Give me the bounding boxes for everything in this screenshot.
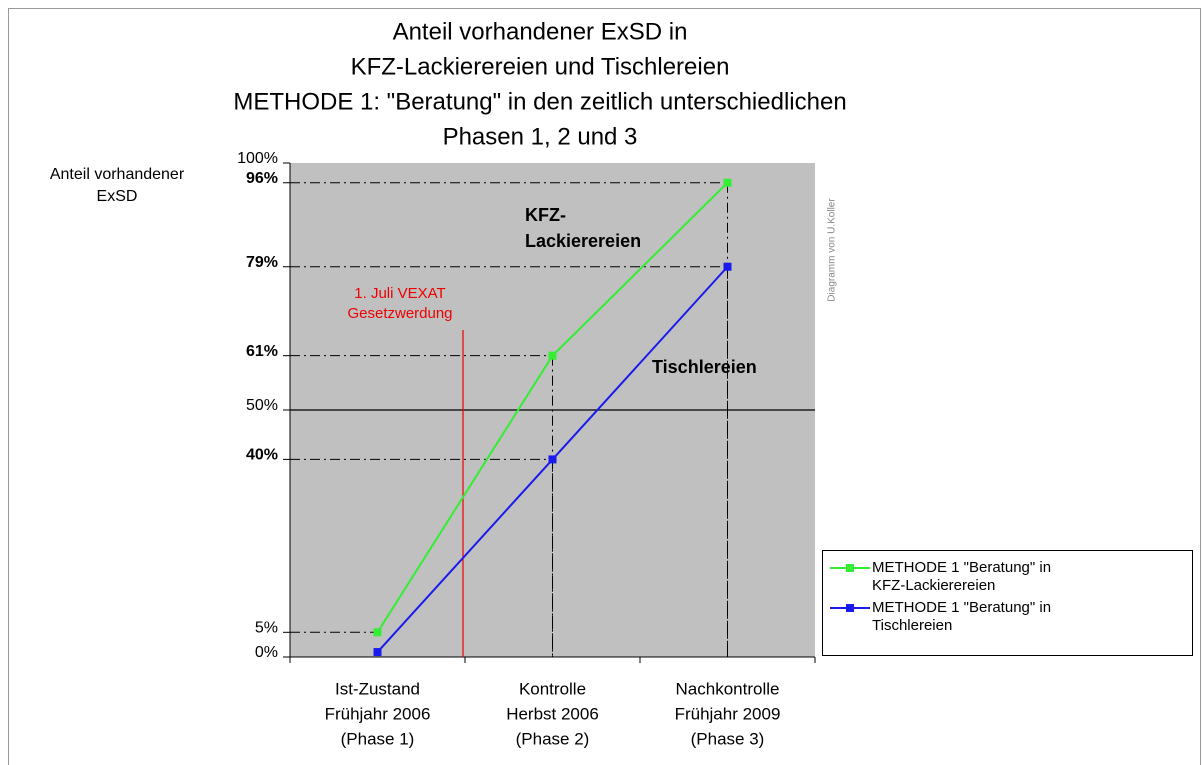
x-tick-label: Kontrolle xyxy=(519,679,586,698)
chart-title: KFZ-Lackierereien und Tischlereien xyxy=(351,53,730,80)
y-tick-label: 0% xyxy=(255,644,278,661)
legend-marker xyxy=(846,564,854,572)
marker xyxy=(373,628,382,637)
y-tick-label: 100% xyxy=(237,150,278,167)
y-axis-label: Anteil vorhandener xyxy=(50,166,185,183)
y-tick-label: 40% xyxy=(246,447,278,464)
y-tick-label: 79% xyxy=(246,254,278,271)
x-tick-label: (Phase 3) xyxy=(691,729,765,748)
x-tick-label: Ist-Zustand xyxy=(335,679,420,698)
x-tick-label: Frühjahr 2009 xyxy=(675,704,781,723)
marker xyxy=(723,178,732,187)
x-tick-label: (Phase 2) xyxy=(516,729,590,748)
series-annotation: Tischlereien xyxy=(652,357,757,377)
x-tick-label: Frühjahr 2006 xyxy=(325,704,431,723)
y-tick-label: 50% xyxy=(246,397,278,414)
y-tick-label: 61% xyxy=(246,343,278,360)
chart-title: METHODE 1: "Beratung" in den zeitlich un… xyxy=(233,88,846,115)
marker xyxy=(548,351,557,360)
y-tick-label: 5% xyxy=(255,620,278,637)
legend-marker xyxy=(846,604,854,612)
event-annotation: Gesetzwerdung xyxy=(347,305,452,322)
credit: Diagramm von U.Koller xyxy=(827,198,838,302)
marker xyxy=(548,455,557,464)
x-tick-label: Nachkontrolle xyxy=(676,679,780,698)
legend-label: Tischlereien xyxy=(872,617,952,634)
y-axis-label: ExSD xyxy=(97,188,138,205)
series-annotation: KFZ- xyxy=(525,205,566,225)
legend-label: METHODE 1 "Beratung" in xyxy=(872,559,1051,576)
series-annotation: Lackierereien xyxy=(525,231,641,251)
legend-label: METHODE 1 "Beratung" in xyxy=(872,599,1051,616)
legend-box xyxy=(822,550,1193,656)
chart-title: Anteil vorhandener ExSD in xyxy=(393,18,688,45)
x-tick-label: (Phase 1) xyxy=(341,729,415,748)
y-tick-label: 96% xyxy=(246,170,278,187)
event-annotation: 1. Juli VEXAT xyxy=(354,285,445,302)
chart-title: Phasen 1, 2 und 3 xyxy=(443,123,638,150)
marker xyxy=(373,648,382,657)
x-tick-label: Herbst 2006 xyxy=(506,704,599,723)
legend-label: KFZ-Lackierereien xyxy=(872,577,995,594)
marker xyxy=(723,262,732,271)
